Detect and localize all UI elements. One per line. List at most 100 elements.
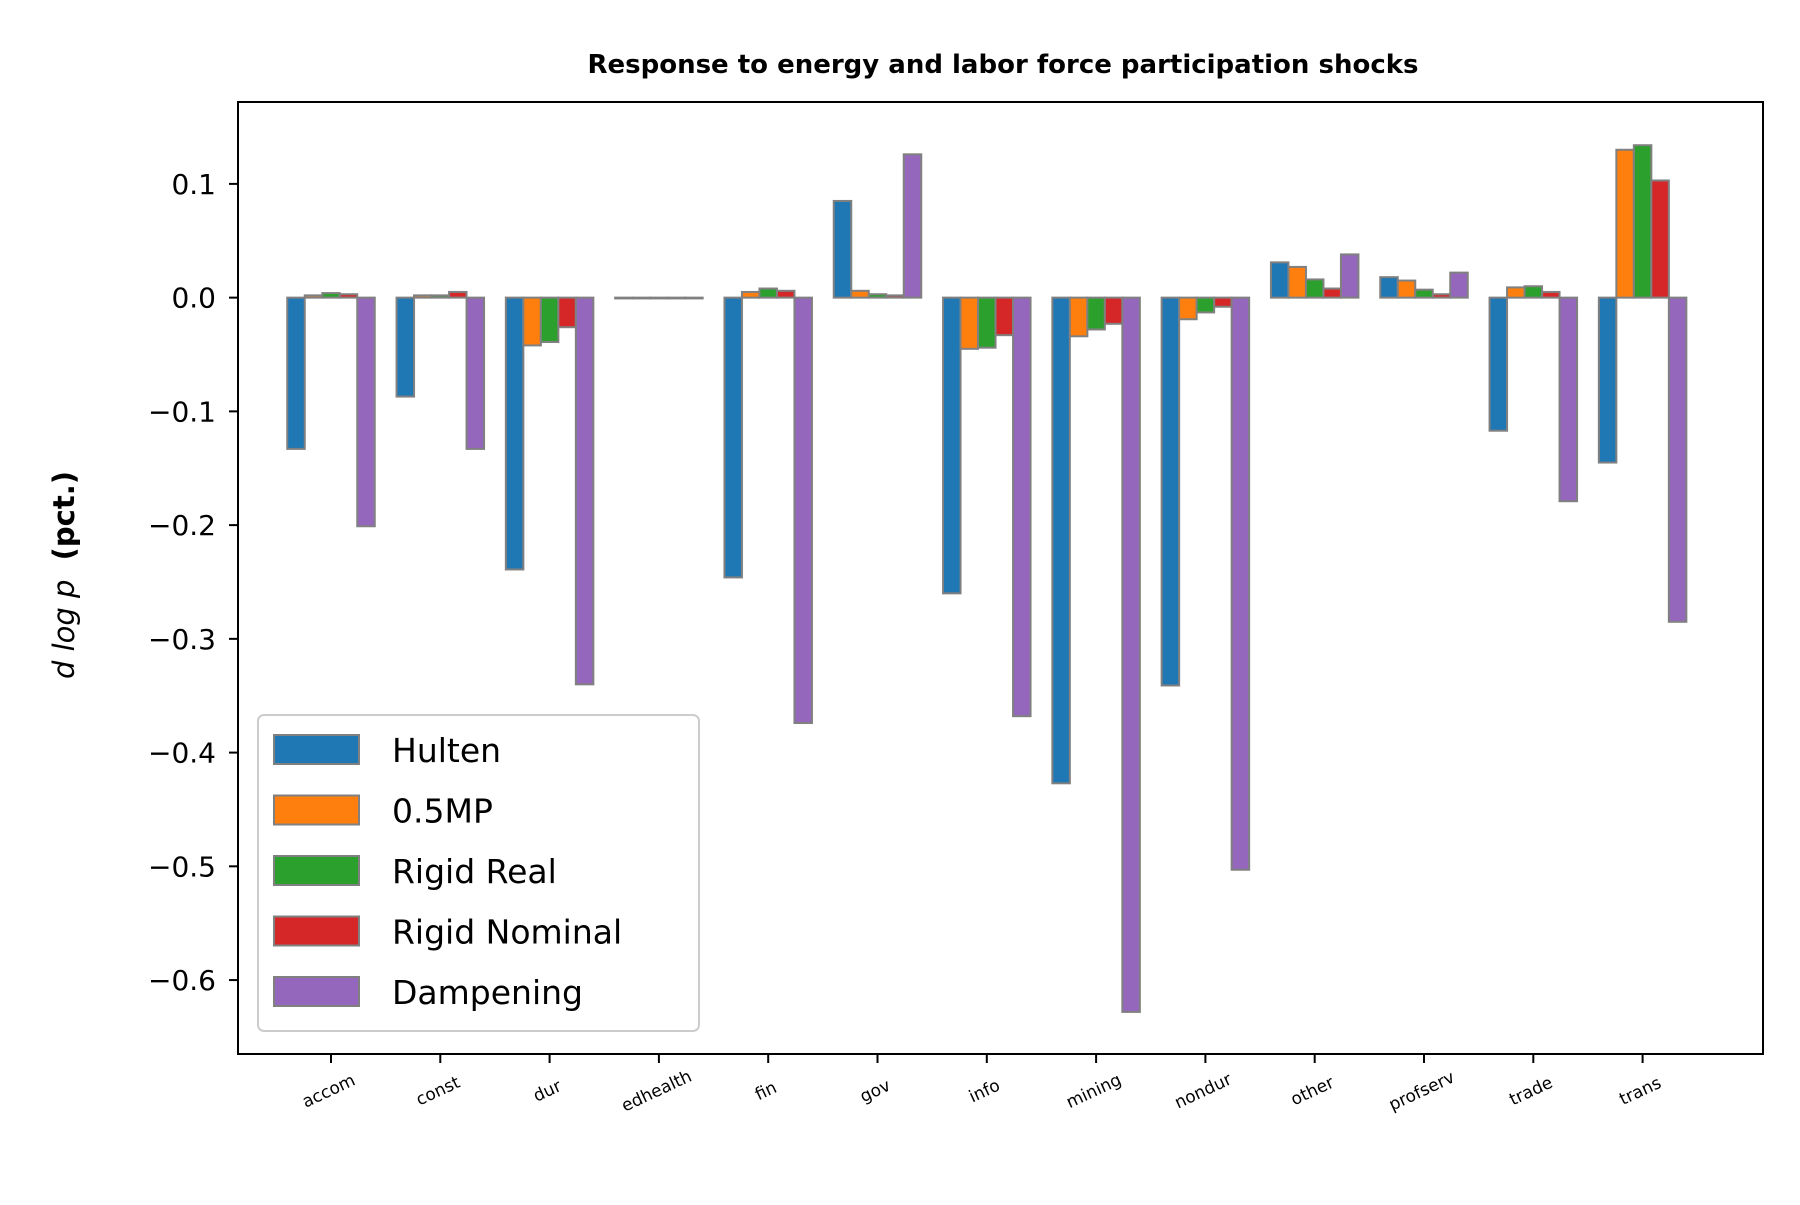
bar: [885, 294, 905, 299]
bar: [539, 296, 560, 343]
bar: [867, 293, 888, 299]
legend-box: [257, 714, 700, 1032]
bar: [1558, 296, 1579, 503]
legend-swatch: [273, 794, 360, 826]
bar: [574, 296, 595, 686]
bar: [994, 296, 1015, 337]
bar: [1178, 296, 1198, 321]
bar: [723, 296, 743, 579]
y-tick-label: −0.5: [148, 850, 216, 883]
bar: [758, 287, 778, 299]
bar: [959, 296, 980, 350]
bar: [303, 294, 324, 299]
bar: [775, 289, 796, 299]
legend-label: Rigid Real: [392, 852, 557, 891]
bar: [1195, 296, 1216, 314]
y-axis-label-unit: (pct.): [47, 471, 81, 560]
bar: [1230, 296, 1251, 871]
series-dampening: [356, 153, 1688, 1013]
legend-label: 0.5MP: [392, 792, 493, 831]
plot-frame: [237, 101, 1764, 1055]
y-axis: 0.1 0.0 −0.1 −0.2 −0.3 −0.4 −0.5 −0.6: [148, 168, 238, 997]
bar: [740, 290, 761, 299]
legend-item: Dampening: [273, 973, 583, 1012]
legend-item: Rigid Real: [273, 852, 557, 891]
bar: [338, 293, 359, 299]
legend-swatch: [273, 976, 360, 1007]
bar: [1541, 290, 1561, 299]
bar: [1667, 296, 1688, 623]
legend-label: Hulten: [392, 731, 501, 770]
x-tick-label: fin: [752, 1078, 780, 1105]
bar: [1523, 285, 1544, 299]
y-tick-label: −0.4: [148, 737, 216, 770]
x-tick-label: profserv: [1386, 1068, 1458, 1116]
bar: [1632, 144, 1653, 299]
x-tick-label: gov: [857, 1076, 894, 1107]
bar: [557, 296, 577, 329]
x-axis: accom const dur edhealth fin gov info mining non…: [299, 1054, 1665, 1116]
chart-title: Response to energy and labor force parti…: [587, 50, 1418, 80]
bar: [1339, 253, 1360, 299]
bar: [684, 296, 704, 300]
bar: [1379, 276, 1399, 299]
bar: [1213, 296, 1233, 308]
y-tick-label: −0.1: [148, 395, 216, 428]
bar: [1121, 296, 1141, 1013]
bar: [1414, 288, 1434, 299]
x-tick-label: accom: [299, 1071, 358, 1113]
bar: [448, 290, 468, 299]
legend-swatch: [273, 915, 360, 947]
bar: [1615, 148, 1635, 299]
bar: [321, 292, 341, 299]
bar: [832, 199, 853, 299]
bar: [1488, 296, 1509, 432]
bar: [850, 289, 870, 299]
bar: [1431, 293, 1452, 299]
series-rigid-real: [321, 144, 1653, 349]
bar: [465, 296, 486, 450]
bar: [1269, 261, 1290, 299]
bar: [1322, 287, 1342, 299]
bar: [793, 296, 813, 725]
legend-swatch: [273, 855, 360, 886]
bar: [1103, 296, 1124, 325]
y-tick-label: 0.1: [171, 168, 216, 201]
bar: [504, 296, 525, 571]
bar: [649, 296, 669, 300]
y-axis-label: d log p (pct.): [47, 471, 81, 679]
bar: [942, 296, 962, 595]
bar: [1287, 265, 1307, 299]
bar: [1449, 271, 1469, 299]
x-tick-label: info: [966, 1076, 1003, 1108]
bar: [1086, 296, 1106, 331]
bar: [666, 296, 687, 300]
legend-item: 0.5MP: [273, 792, 493, 831]
bar: [1597, 296, 1618, 464]
x-tick-label: other: [1288, 1073, 1338, 1110]
plot-area: [237, 101, 1764, 1055]
bar: [1396, 279, 1417, 299]
legend-item: Hulten: [273, 731, 501, 770]
bar: [1650, 179, 1670, 299]
x-tick-label: trans: [1616, 1073, 1664, 1110]
bar: [1506, 286, 1526, 299]
x-tick-label: dur: [530, 1076, 564, 1106]
x-tick-label: mining: [1063, 1070, 1124, 1113]
bar: [1012, 296, 1032, 718]
series-0-5mp: [303, 148, 1635, 350]
bar: [977, 296, 997, 349]
bar: [286, 296, 306, 450]
series-rigid-nominal: [338, 179, 1670, 337]
bar: [430, 294, 451, 299]
x-tick-label: const: [413, 1073, 463, 1111]
series-hulten: [286, 199, 1618, 785]
legend-item: Rigid Nominal: [273, 913, 622, 952]
legend-label: Dampening: [392, 973, 583, 1012]
bar: [1051, 296, 1071, 785]
bar: [902, 153, 923, 299]
bar: [1068, 296, 1089, 338]
y-tick-label: 0.0: [171, 282, 216, 315]
